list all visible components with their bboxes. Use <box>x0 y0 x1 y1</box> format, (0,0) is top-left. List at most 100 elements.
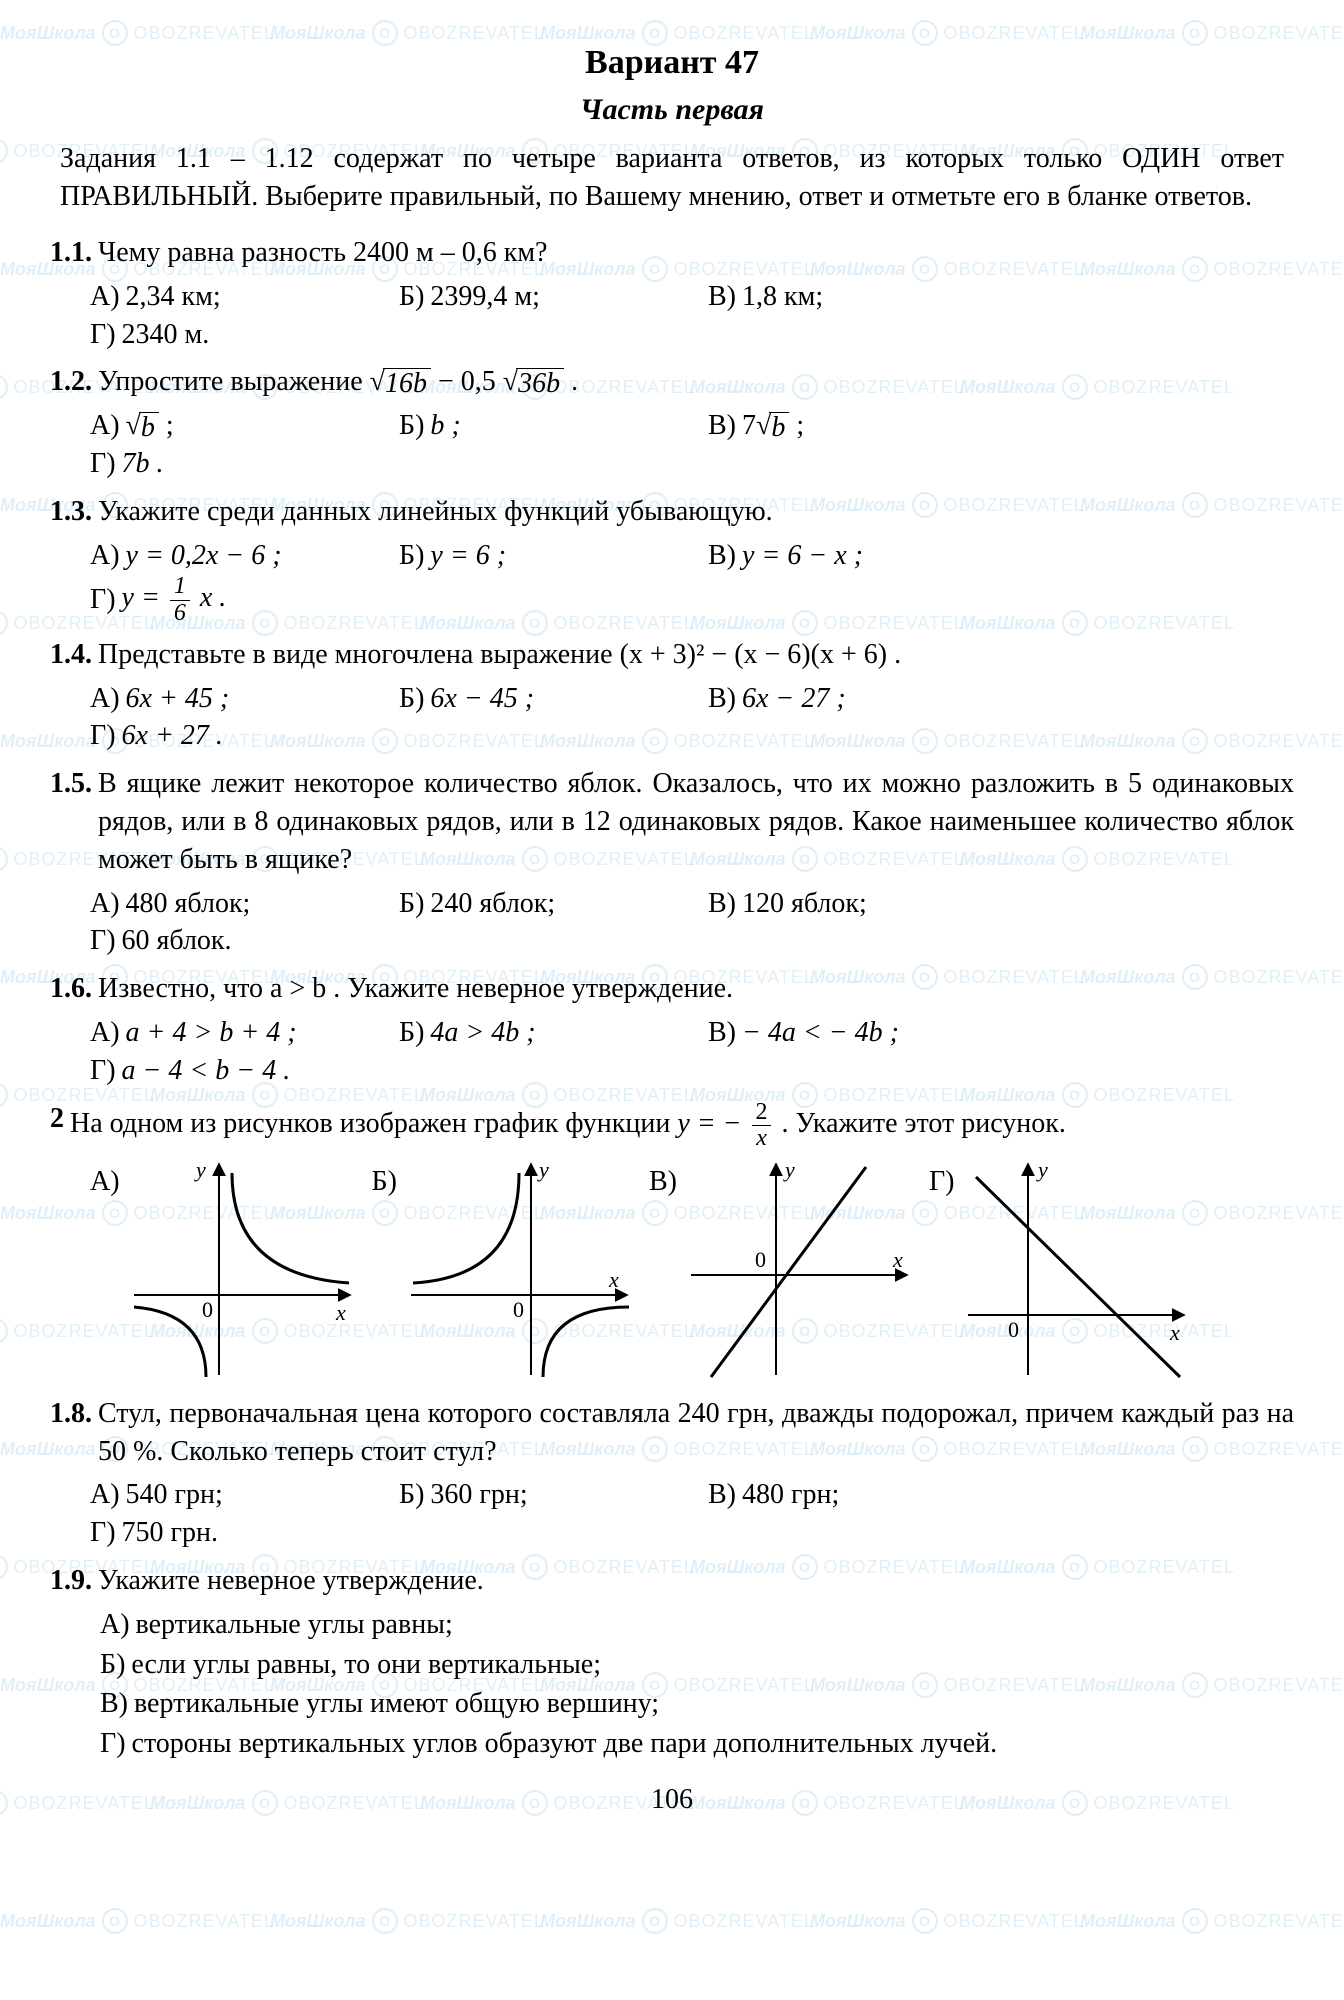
graph-option-d: Г) x y 0 <box>929 1155 1199 1385</box>
option-label: В) <box>708 1476 736 1514</box>
question-text: Укажите среди данных линейных функций уб… <box>98 493 1294 531</box>
option-label: Б) <box>100 1646 125 1684</box>
question-1-4: 1.4. Представьте в виде многочлена выраж… <box>50 636 1294 674</box>
question-number: 1.9. <box>50 1562 92 1600</box>
part-subtitle: Часть первая <box>50 90 1294 131</box>
option-value: 7√b ; <box>742 407 804 445</box>
origin-label: 0 <box>755 1247 766 1272</box>
question-number: 1.6. <box>50 970 92 1008</box>
option-a: А)a + 4 > b + 4 ; <box>90 1014 391 1052</box>
fraction-den: x <box>752 1125 771 1151</box>
axis-label-y: y <box>194 1157 206 1182</box>
option-d: Г)6x + 27 . <box>90 717 391 755</box>
option-a: А)2,34 км; <box>90 278 391 316</box>
option-label: В) <box>708 680 736 718</box>
option-label: В) <box>708 537 736 575</box>
watermark-item: МояШкола O OBOZREVATEL <box>1080 1908 1344 1934</box>
option-a: А)y = 0,2x − 6 ; <box>90 537 391 575</box>
question-text: Чему равна разность 2400 м – 0,6 км? <box>98 234 1294 272</box>
question-text: На одном из рисунков изображен график фу… <box>70 1100 1294 1151</box>
options-row: А)6x + 45 ; Б)6x − 45 ; В)6x − 27 ; Г)6x… <box>90 680 1294 756</box>
option-value: 6x + 27 . <box>122 717 223 755</box>
option-value: b ; <box>430 407 460 445</box>
watermark-item: МояШкола O OBOZREVATEL <box>540 1908 815 1934</box>
option-c: В) 7√b ; <box>708 407 1009 445</box>
question-1-6: 1.6. Известно, что a > b . Укажите невер… <box>50 970 1294 1008</box>
option-label: Б) <box>399 537 424 575</box>
option-value: 6x + 45 ; <box>126 680 230 718</box>
text-fragment: Известно, что a > b . Укажите неверное у… <box>98 973 733 1004</box>
option-b: Б)4a > 4b ; <box>399 1014 700 1052</box>
question-number: 1.3. <box>50 493 92 531</box>
option-c: В)− 4a < − 4b ; <box>708 1014 1009 1052</box>
question-text: В ящике лежит некоторое количество яблок… <box>98 765 1294 878</box>
origin-label: 0 <box>202 1297 213 1322</box>
option-b: Б)6x − 45 ; <box>399 680 700 718</box>
option-b: Б)y = 6 ; <box>399 537 700 575</box>
origin-label: 0 <box>513 1297 524 1322</box>
option-value: 480 грн; <box>742 1476 839 1514</box>
option-label: В) <box>708 278 736 316</box>
option-label: Б) <box>399 885 424 923</box>
axis-label-y: y <box>1036 1157 1048 1182</box>
question-text: Укажите неверное утверждение. <box>98 1562 1294 1600</box>
graph-option-a: А) x y 0 <box>90 1155 364 1385</box>
option-value: 2399,4 м; <box>430 278 540 316</box>
option-label: В) <box>100 1685 128 1723</box>
option-d: Г)стороны вертикальных углов образуют дв… <box>100 1725 1294 1763</box>
option-c: В)6x − 27 ; <box>708 680 1009 718</box>
question-1-5: 1.5. В ящике лежит некоторое количество … <box>50 765 1294 878</box>
graph-hyperbola-q1q3-icon: x y 0 <box>124 1155 364 1385</box>
option-a: А)540 грн; <box>90 1476 391 1514</box>
graph-line-positive-icon: x y 0 <box>681 1155 921 1385</box>
graph-option-c: В) x y 0 <box>649 1155 921 1385</box>
question-1-3: 1.3. Укажите среди данных линейных функц… <box>50 493 1294 531</box>
options-row: А)y = 0,2x − 6 ; Б)y = 6 ; В)y = 6 − x ;… <box>90 537 1294 626</box>
option-label: Г) <box>90 922 116 960</box>
option-value: 120 яблок; <box>742 885 867 923</box>
axis-label-y: y <box>537 1157 549 1182</box>
option-label: В) <box>708 885 736 923</box>
options-row: А)480 яблок; Б)240 яблок; В)120 яблок; Г… <box>90 885 1294 961</box>
question-1-7: 2 На одном из рисунков изображен график … <box>50 1100 1294 1151</box>
option-label: В) <box>708 1014 736 1052</box>
option-value: a + 4 > b + 4 ; <box>126 1014 297 1052</box>
sqrt-arg: 16b <box>383 368 431 400</box>
option-b: Б)b ; <box>399 407 700 445</box>
sqrt-icon: √b <box>126 412 159 444</box>
page-number: 106 <box>50 1781 1294 1819</box>
option-label: Г) <box>90 445 116 483</box>
option-label: Г) <box>90 1514 116 1552</box>
option-label: Б) <box>399 1476 424 1514</box>
text-fragment: ; <box>789 410 804 441</box>
text-fragment: На одном из рисунков изображен график фу… <box>70 1108 677 1139</box>
text-fragment: − 0,5 <box>438 366 496 397</box>
option-value: 480 яблок; <box>126 885 251 923</box>
axis-label-y: y <box>783 1157 795 1182</box>
option-label: Г) <box>929 1155 955 1201</box>
text-fragment: 7 <box>742 410 756 441</box>
option-c: В)120 яблок; <box>708 885 1009 923</box>
option-label: А) <box>90 278 120 316</box>
option-value: 360 грн; <box>430 1476 527 1514</box>
question-1-1: 1.1. Чему равна разность 2400 м – 0,6 км… <box>50 234 1294 272</box>
question-text: Представьте в виде многочлена выражение … <box>98 636 1294 674</box>
option-label: Г) <box>90 316 116 354</box>
option-value: √b ; <box>126 407 174 445</box>
graph-line-negative-icon: x y 0 <box>958 1155 1198 1385</box>
option-label: А) <box>90 537 120 575</box>
text-fragment: Упростите выражение <box>98 366 370 397</box>
option-label: Г) <box>90 717 116 755</box>
question-text: Известно, что a > b . Укажите неверное у… <box>98 970 1294 1008</box>
option-b: Б)если углы равны, то они вертикальные; <box>100 1646 1294 1684</box>
text-fragment: . Укажите этот рисунок. <box>782 1108 1066 1139</box>
question-number: 2 <box>50 1100 64 1151</box>
option-label: А) <box>90 407 120 445</box>
axis-label-x: x <box>335 1300 346 1325</box>
question-number: 1.1. <box>50 234 92 272</box>
option-d: Г)2340 м. <box>90 316 391 354</box>
option-label: А) <box>90 680 120 718</box>
option-value: 4a > 4b ; <box>430 1014 535 1052</box>
option-d: Г)a − 4 < b − 4 . <box>90 1052 391 1090</box>
option-value: вертикальные углы имеют общую вершину; <box>134 1685 659 1723</box>
